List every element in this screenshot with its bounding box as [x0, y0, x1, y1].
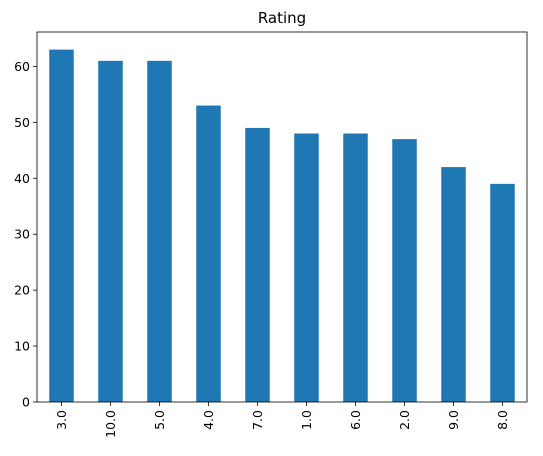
- bars-layer: [49, 49, 515, 403]
- plot-frame: [36, 31, 528, 403]
- x-axis: 3.0 10.0 5.0 4.0 7.0 1.0 6.0 2.0 9.0 8.0: [54, 402, 510, 438]
- bar-4.0: [196, 105, 221, 403]
- x-tick-label: 3.0: [54, 410, 69, 430]
- x-tick-label: 6.0: [348, 410, 363, 430]
- bar-3.0: [49, 49, 74, 403]
- y-tick-label: 0: [22, 395, 30, 410]
- bar-10.0: [98, 60, 123, 403]
- y-tick-label: 60: [14, 59, 30, 74]
- x-tick-label: 8.0: [495, 410, 510, 430]
- y-tick-label: 20: [14, 283, 30, 298]
- bar-1.0: [294, 133, 319, 402]
- bar-7.0: [245, 127, 270, 403]
- x-tick-label: 9.0: [446, 410, 461, 430]
- x-tick-label: 10.0: [103, 410, 118, 438]
- bar-8.0: [490, 183, 515, 402]
- chart-title: Rating: [258, 9, 306, 27]
- y-tick-label: 40: [14, 171, 30, 186]
- x-tick-label: 1.0: [299, 410, 314, 430]
- bar-9.0: [441, 167, 466, 402]
- x-tick-label: 7.0: [250, 410, 265, 430]
- bar-5.0: [147, 60, 172, 403]
- bar-2.0: [392, 139, 417, 403]
- y-tick-label: 50: [14, 115, 30, 130]
- x-tick-label: 5.0: [152, 410, 167, 430]
- y-axis: 0 10 20 30 40 50 60: [14, 59, 37, 410]
- bar-6.0: [343, 133, 368, 402]
- y-tick-label: 30: [14, 227, 30, 242]
- y-tick-label: 10: [14, 339, 30, 354]
- x-tick-label: 4.0: [201, 410, 216, 430]
- x-tick-label: 2.0: [397, 410, 412, 430]
